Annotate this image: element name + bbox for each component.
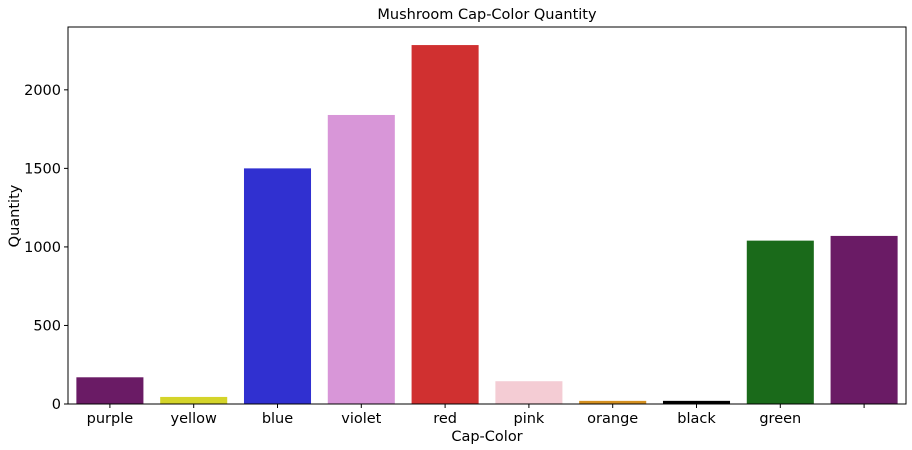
x-tick-label: yellow [171,411,217,427]
bar-violet [327,114,395,404]
bar-blue [243,168,312,404]
x-tick-label: violet [341,411,381,427]
y-tick-label: 500 [33,318,61,334]
y-tick-label: 2000 [24,83,61,99]
bar-black [662,400,731,404]
x-tick-label: blue [262,411,293,427]
x-ticks-group: purple yellow blue violet red pink orange black… [87,404,865,427]
bar-pink [495,381,563,404]
bar-purple [76,377,144,404]
bars-group [76,45,898,405]
x-tick-label: pink [513,411,544,427]
y-tick-label: 1000 [24,240,61,256]
bar-red [411,45,479,405]
bar-green [746,240,814,404]
plot-frame [67,26,907,405]
y-axis-label: Quantity [7,184,23,247]
y-tick-label: 1500 [24,161,61,177]
x-tick-label: green [759,411,801,427]
bar-unlabeled [830,235,898,404]
y-ticks-group: 0 500 1000 1500 2000 [24,83,68,413]
x-tick-label: orange [587,411,638,427]
bar-orange [579,400,647,404]
bar-yellow [160,396,228,404]
y-tick-label: 0 [52,397,61,413]
chart-title: Mushroom Cap-Color Quantity [377,7,597,23]
x-tick-label: red [433,411,457,427]
x-tick-label: purple [87,411,134,427]
x-tick-label: black [677,411,716,427]
x-axis-label: Cap-Color [451,429,522,445]
